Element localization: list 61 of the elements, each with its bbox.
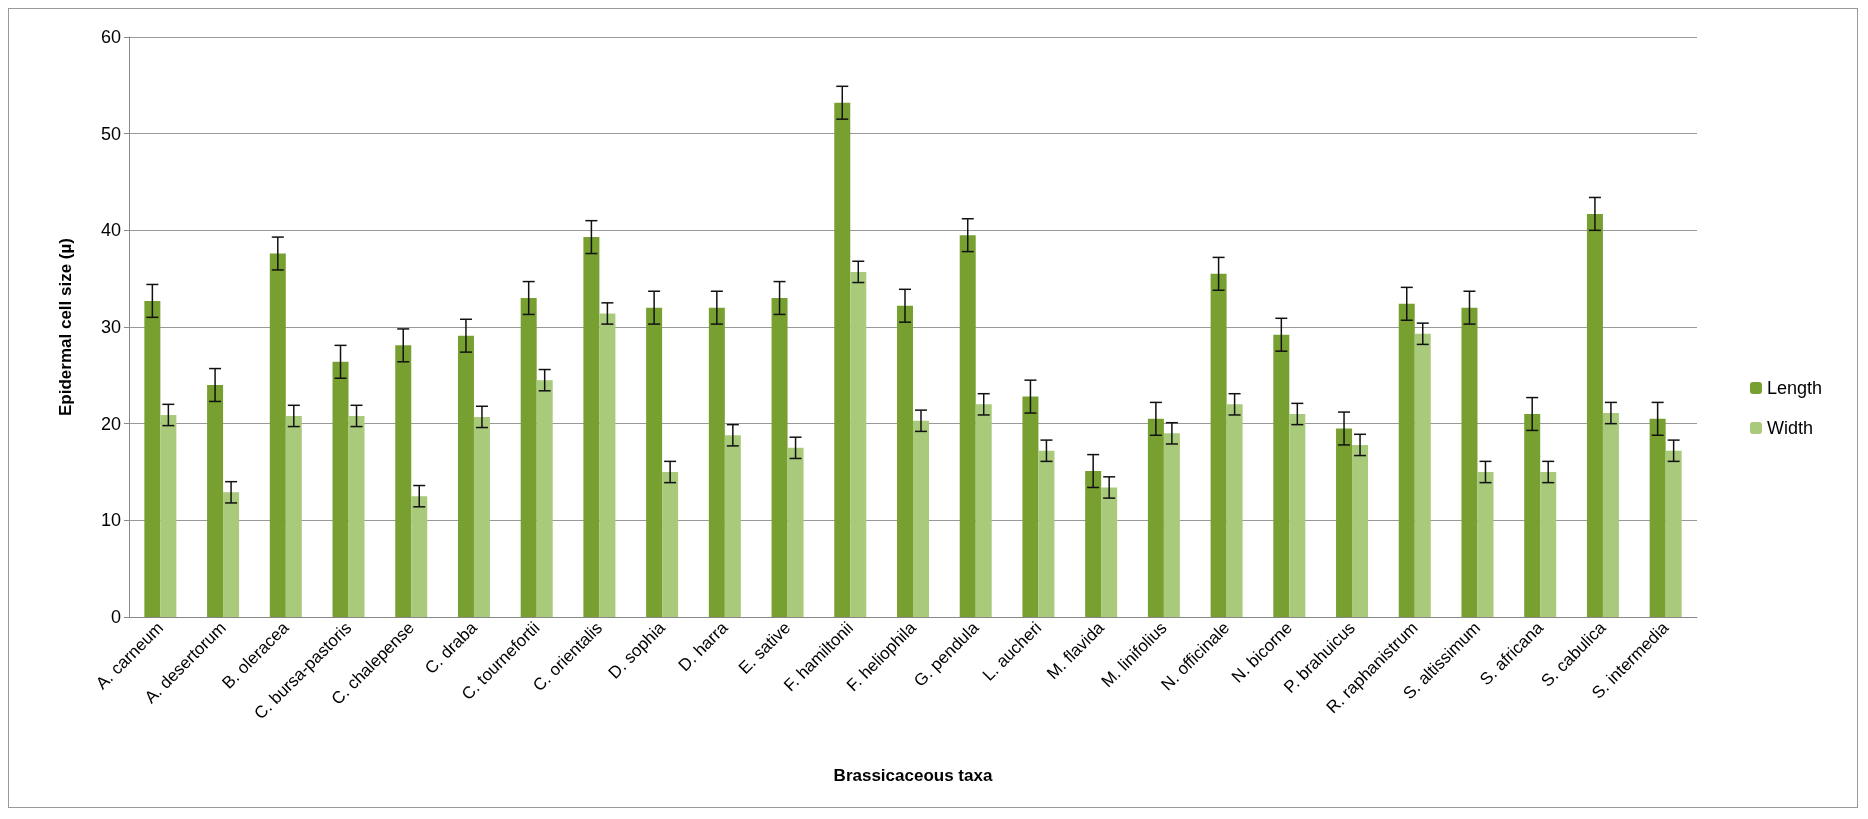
bar [1101, 487, 1118, 617]
y-tick-label: 30 [100, 317, 121, 337]
bar [834, 102, 851, 617]
bar [1085, 471, 1102, 617]
bar [1540, 472, 1557, 617]
legend-label: Length [1766, 378, 1823, 398]
bar [850, 271, 867, 617]
bar [1352, 444, 1369, 617]
bar [269, 253, 286, 617]
y-tick-label: 50 [100, 123, 121, 144]
bar [207, 385, 224, 617]
x-axis-title: Brassicaceous taxa [833, 766, 993, 785]
bar [913, 420, 929, 617]
bar [1665, 450, 1682, 617]
bar [662, 472, 679, 617]
bar [536, 380, 553, 617]
y-tick-label: 40 [100, 220, 121, 241]
bar [1289, 414, 1306, 617]
y-axis-title: Epidermal cell size (µ) [56, 238, 75, 416]
bar [144, 300, 161, 617]
bar [332, 361, 349, 617]
bar [1038, 450, 1055, 617]
bar [724, 435, 741, 617]
bar [1477, 472, 1494, 617]
bar [646, 307, 663, 617]
bar [771, 298, 788, 617]
bar [897, 305, 913, 617]
bar [1022, 396, 1039, 617]
bar [959, 235, 976, 617]
bar [583, 237, 600, 617]
bar [160, 414, 177, 617]
bar [1163, 433, 1180, 617]
bar [348, 415, 365, 617]
y-tick-label: 60 [100, 27, 121, 47]
bar [787, 447, 804, 617]
y-tick-label: 10 [100, 510, 121, 531]
bar [1336, 428, 1353, 617]
bar [1226, 404, 1243, 617]
bar [708, 307, 725, 617]
bar [395, 345, 412, 617]
legend-label: Width [1766, 418, 1813, 438]
bar [1273, 334, 1290, 617]
bar [1414, 333, 1431, 617]
bar [1398, 303, 1415, 617]
bar [1524, 414, 1541, 617]
bar [1461, 307, 1478, 617]
bar [1602, 413, 1619, 617]
bar [223, 492, 240, 617]
bar [520, 298, 537, 617]
bar [1147, 418, 1164, 617]
bar [1210, 273, 1227, 617]
bar [473, 416, 490, 617]
bar [975, 404, 992, 617]
y-tick-label: 20 [100, 413, 121, 434]
bar [411, 496, 428, 617]
y-tick-label: 0 [110, 607, 121, 627]
bar [457, 335, 474, 617]
bar [1586, 213, 1603, 617]
bar [599, 313, 616, 617]
bar [1649, 418, 1666, 617]
bar [285, 415, 302, 617]
